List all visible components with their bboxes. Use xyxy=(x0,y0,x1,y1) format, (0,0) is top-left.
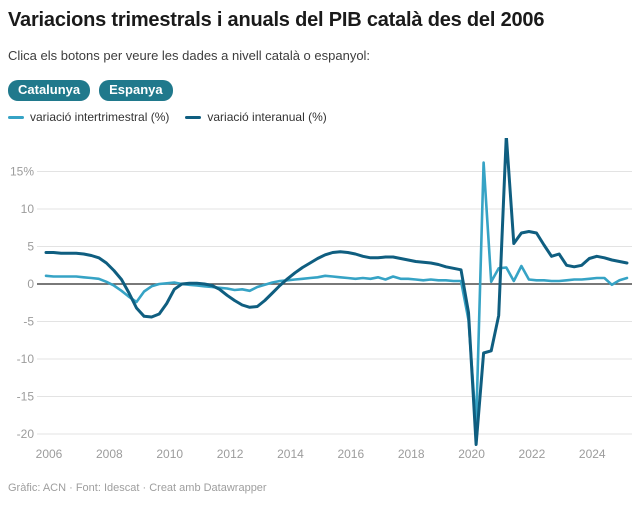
chart-area: 15% 10 5 0 -5 -10 -15 -20 2006 2008 2010 2012 2014 20… xyxy=(0,134,640,481)
legend-item-intertrimestral: variació intertrimestral (%) xyxy=(8,110,169,124)
x-tick-label: 2014 xyxy=(277,447,304,461)
x-tick-label: 2016 xyxy=(337,447,364,461)
x-tick-label: 2020 xyxy=(458,447,485,461)
interanual-line xyxy=(44,134,629,446)
y-tick-label: 5 xyxy=(27,240,34,254)
y-tick-label: 15% xyxy=(10,165,34,179)
line-swatch-icon xyxy=(185,115,202,119)
legend-label: variació interanual (%) xyxy=(207,110,327,124)
x-tick-label: 2006 xyxy=(36,447,63,461)
catalunya-button[interactable]: Catalunya xyxy=(8,80,91,102)
intertrimestral-line xyxy=(44,161,629,428)
y-tick-label: -15 xyxy=(17,390,35,404)
legend: variació intertrimestral (%) variació in… xyxy=(8,110,327,124)
line-swatch-icon xyxy=(8,115,24,119)
y-tick-label: -10 xyxy=(17,352,35,366)
x-tick-label: 2012 xyxy=(217,447,244,461)
attribution-footer: Gràfic: ACN · Font: Idescat · Creat amb … xyxy=(8,482,267,494)
y-tick-label: -20 xyxy=(17,427,35,441)
chart-subtitle: Clica els botons per veure les dades a n… xyxy=(8,48,371,63)
legend-label: variació intertrimestral (%) xyxy=(30,110,170,124)
y-tick-label: -5 xyxy=(23,315,34,329)
y-tick-label: 10 xyxy=(21,202,35,216)
chart-title: Variacions trimestrals i anuals del PIB … xyxy=(8,9,545,31)
region-buttons: Catalunya Espanya xyxy=(8,80,173,102)
legend-item-interanual: variació interanual (%) xyxy=(185,110,327,124)
x-tick-label: 2018 xyxy=(398,447,425,461)
x-tick-label: 2010 xyxy=(156,447,183,461)
x-tick-label: 2024 xyxy=(579,447,606,461)
x-tick-label: 2022 xyxy=(519,447,546,461)
x-tick-label: 2008 xyxy=(96,447,123,461)
espanya-button[interactable]: Espanya xyxy=(99,80,173,102)
y-tick-label: 0 xyxy=(27,277,34,291)
